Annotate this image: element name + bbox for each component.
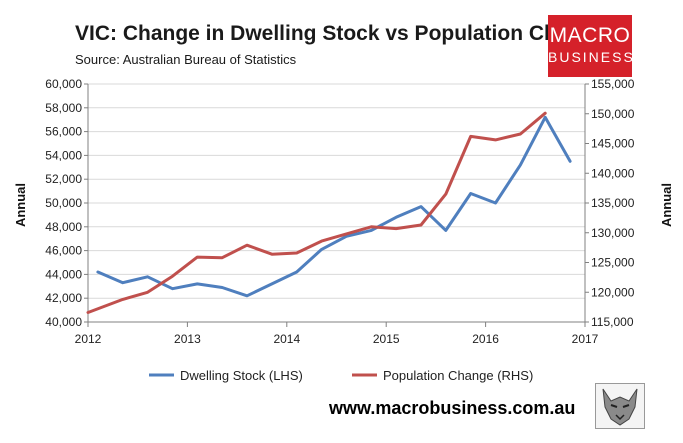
chart-source: Source: Australian Bureau of Statistics bbox=[75, 52, 297, 67]
right-tick-label: 115,000 bbox=[591, 315, 634, 329]
left-tick-label: 60,000 bbox=[45, 77, 82, 91]
macrobusiness-logo: MACRO BUSINESS bbox=[548, 15, 635, 77]
left-tick-label: 44,000 bbox=[45, 267, 82, 281]
x-axis-ticks: 2012 2013 2014 2015 2016 2017 bbox=[75, 322, 599, 346]
left-tick-label: 56,000 bbox=[45, 125, 82, 139]
wolf-emblem-icon bbox=[595, 383, 645, 429]
right-tick-label: 120,000 bbox=[591, 285, 635, 299]
left-axis-ticks: 40,000 42,000 44,000 46,000 48,000 50,000 52,0… bbox=[45, 77, 88, 329]
footer-url: www.macrobusiness.com.au bbox=[329, 398, 576, 418]
x-tick-label: 2012 bbox=[75, 332, 102, 346]
right-axis-ticks: 115,000 120,000 125,000 130,000 135,000 140,0… bbox=[585, 77, 635, 329]
left-tick-label: 48,000 bbox=[45, 220, 82, 234]
left-tick-label: 40,000 bbox=[45, 315, 82, 329]
x-tick-label: 2016 bbox=[472, 332, 499, 346]
x-tick-label: 2014 bbox=[273, 332, 300, 346]
logo-line-1: MACRO bbox=[549, 24, 631, 47]
right-tick-label: 155,000 bbox=[591, 77, 635, 91]
right-tick-label: 145,000 bbox=[591, 137, 635, 151]
gridlines bbox=[88, 83, 585, 299]
dwelling-stock-line bbox=[96, 115, 572, 298]
left-tick-label: 54,000 bbox=[45, 148, 82, 162]
right-tick-label: 125,000 bbox=[591, 256, 635, 270]
population-change-line bbox=[86, 111, 547, 314]
right-axis-title: Annual bbox=[659, 183, 674, 227]
logo-line-2: BUSINESS bbox=[548, 49, 635, 65]
chart-title: VIC: Change in Dwelling Stock vs Populat… bbox=[75, 22, 606, 45]
legend-label-population: Population Change (RHS) bbox=[383, 368, 533, 383]
left-tick-label: 42,000 bbox=[45, 291, 82, 305]
left-tick-label: 52,000 bbox=[45, 172, 82, 186]
series-lines bbox=[86, 111, 572, 314]
left-tick-label: 50,000 bbox=[45, 196, 82, 210]
right-tick-label: 140,000 bbox=[591, 166, 635, 180]
right-tick-label: 135,000 bbox=[591, 196, 635, 210]
x-tick-label: 2017 bbox=[572, 332, 599, 346]
right-tick-label: 150,000 bbox=[591, 107, 635, 121]
left-tick-label: 58,000 bbox=[45, 101, 82, 115]
x-tick-label: 2013 bbox=[174, 332, 201, 346]
legend-label-dwelling: Dwelling Stock (LHS) bbox=[180, 368, 303, 383]
left-axis-title: Annual bbox=[13, 183, 28, 227]
legend: Dwelling Stock (LHS) Population Change (… bbox=[149, 368, 533, 383]
right-tick-label: 130,000 bbox=[591, 226, 635, 240]
left-tick-label: 46,000 bbox=[45, 244, 82, 258]
x-tick-label: 2015 bbox=[373, 332, 400, 346]
